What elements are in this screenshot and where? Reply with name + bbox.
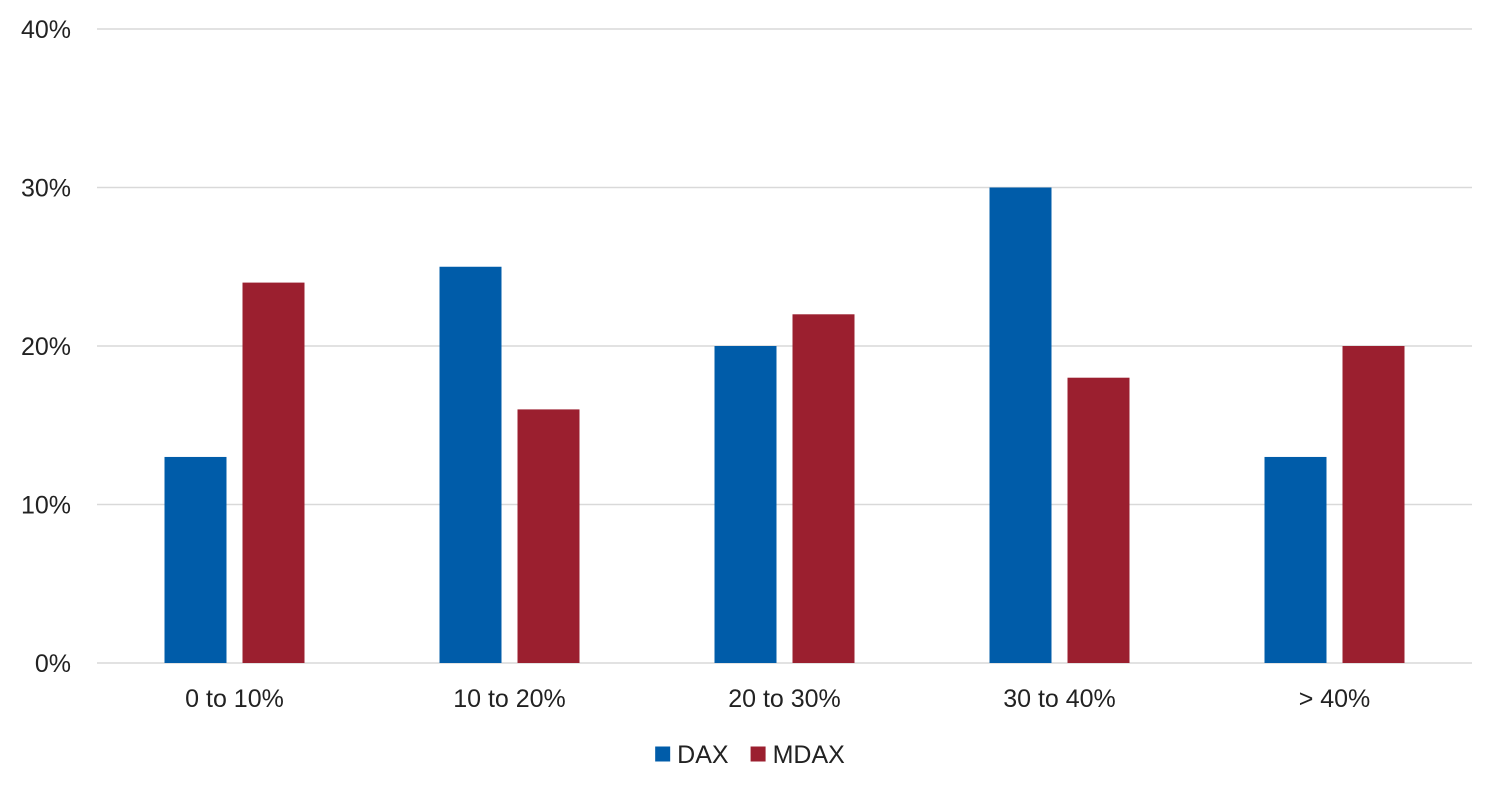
legend-swatch-dax	[655, 746, 671, 762]
bar-mdax-1	[517, 409, 580, 663]
bar-dax-0	[164, 456, 227, 663]
x-axis: 0 to 10% 10 to 20% 20 to 30% 30 to 40% > 40%	[185, 685, 1370, 713]
x-tick-label: 20 to 30%	[728, 685, 841, 713]
x-tick-label: 30 to 40%	[1003, 685, 1116, 713]
x-tick-label: 0 to 10%	[185, 685, 284, 713]
legend-label-mdax: MDAX	[773, 741, 846, 769]
legend: DAX MDAX	[655, 741, 845, 769]
x-tick-label: > 40%	[1299, 685, 1371, 713]
bar-mdax-3	[1067, 377, 1130, 663]
bar-mdax-2	[792, 314, 855, 663]
gridlines	[97, 28, 1472, 664]
bar-mdax-4	[1342, 346, 1405, 663]
bar-mdax-0	[242, 282, 305, 663]
bar-dax-4	[1264, 456, 1327, 663]
x-tick-label: 10 to 20%	[453, 685, 566, 713]
y-tick-label: 20%	[21, 333, 71, 361]
legend-swatch-mdax	[750, 746, 766, 762]
y-tick-label: 0%	[35, 650, 71, 678]
legend-label-dax: DAX	[677, 741, 729, 769]
bar-dax-3	[989, 187, 1052, 663]
y-tick-label: 10%	[21, 492, 71, 520]
bar-dax-1	[439, 266, 502, 663]
y-axis: 0% 10% 20% 30% 40%	[21, 16, 71, 678]
y-tick-label: 40%	[21, 16, 71, 44]
bars	[164, 187, 1405, 663]
bar-dax-2	[714, 346, 777, 663]
y-tick-label: 30%	[21, 175, 71, 203]
